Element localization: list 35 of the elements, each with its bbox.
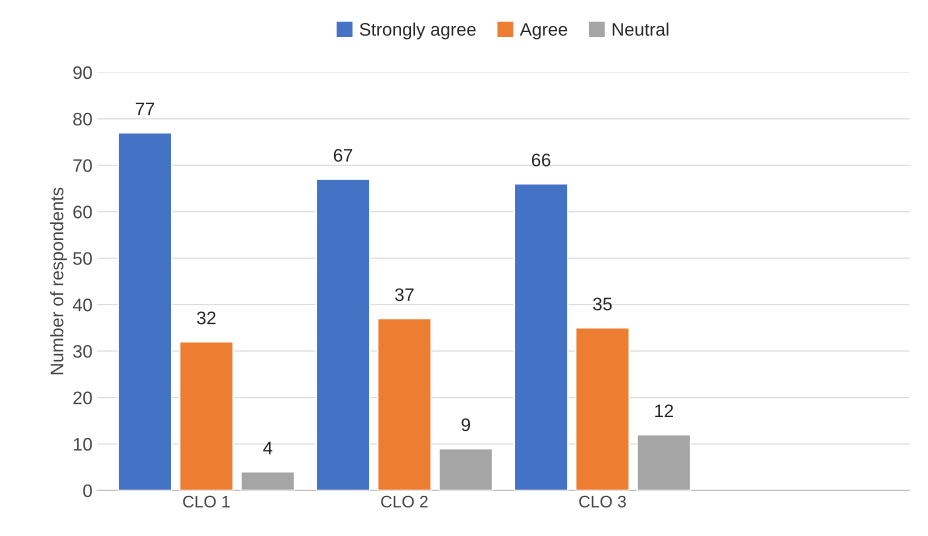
x-tick-label: CLO 3 xyxy=(579,496,626,508)
x-tick-label: CLO 1 xyxy=(183,496,230,508)
y-tick-label: 30 xyxy=(73,345,92,358)
y-axis-title: Number of respondents xyxy=(50,188,67,374)
bar xyxy=(636,434,692,490)
x-tick-label: CLO 2 xyxy=(381,496,428,508)
bar xyxy=(240,471,296,490)
bar xyxy=(575,327,630,490)
data-label: 4 xyxy=(263,442,272,454)
y-tick-label: 60 xyxy=(73,206,92,218)
y-tick-label: 80 xyxy=(73,112,92,126)
data-label: 35 xyxy=(593,298,612,310)
y-tick-label: 0 xyxy=(83,484,92,498)
data-label: 9 xyxy=(462,418,470,432)
data-label: 77 xyxy=(136,102,154,116)
bar xyxy=(376,318,432,490)
y-tick-label: 50 xyxy=(73,252,92,265)
data-label: 37 xyxy=(395,288,414,302)
y-tick-label: 40 xyxy=(72,298,92,312)
bar xyxy=(118,132,172,490)
y-tick-label: 70 xyxy=(73,159,92,172)
legend-label: Agree xyxy=(520,23,568,40)
bar xyxy=(178,341,234,490)
data-label: 12 xyxy=(655,404,673,418)
y-tick-label: 90 xyxy=(73,66,92,80)
bar xyxy=(316,178,370,490)
bar xyxy=(438,448,494,490)
data-label: 67 xyxy=(334,148,352,162)
legend-label: Strongly agree xyxy=(360,22,476,40)
data-label: 32 xyxy=(197,312,216,324)
y-tick-label: 20 xyxy=(73,391,92,404)
legend-label: Neutral xyxy=(612,22,668,36)
data-label: 66 xyxy=(532,154,550,166)
bar xyxy=(514,183,568,490)
y-tick-label: 10 xyxy=(74,438,92,451)
